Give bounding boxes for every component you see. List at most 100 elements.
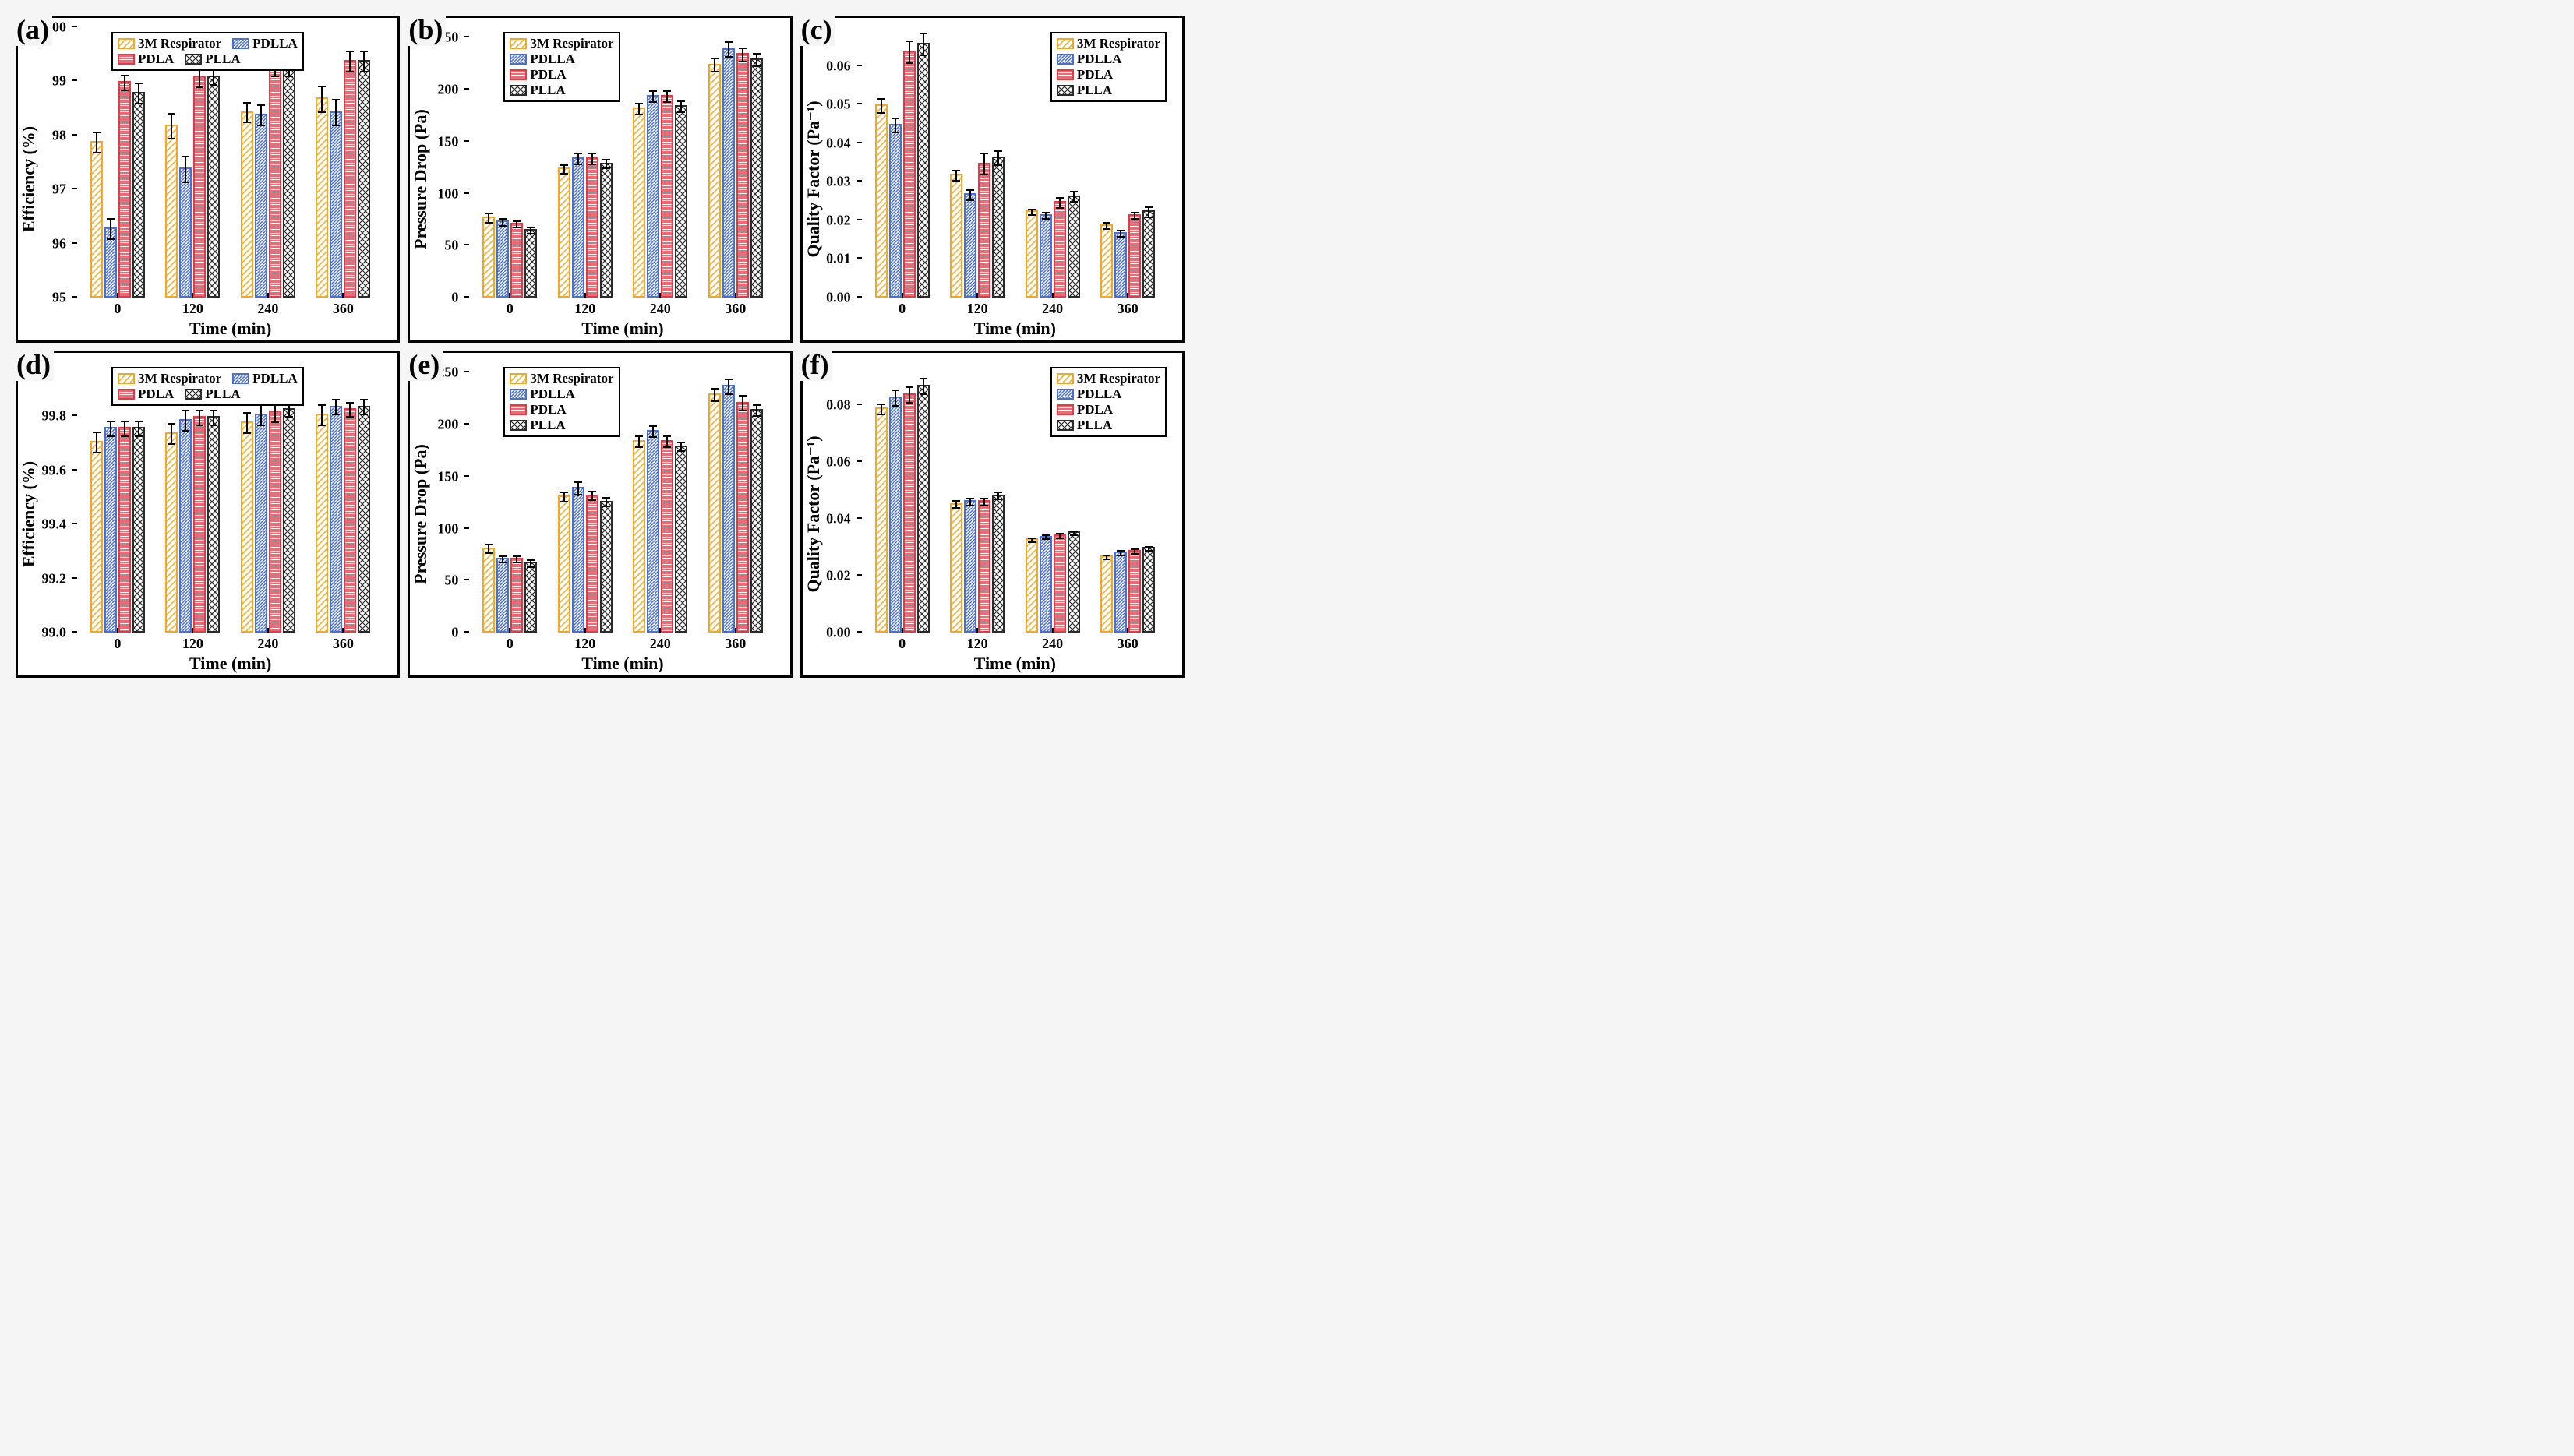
bar-3M [950, 503, 962, 633]
bar-PDLA [1128, 214, 1141, 298]
bar-PDLLA [647, 95, 659, 298]
legend: 3M RespiratorPDLLAPDLAPLLA [503, 367, 620, 437]
x-tick: 120 [574, 636, 595, 652]
legend-label: PDLA [138, 386, 174, 402]
legend-label: PDLLA [252, 371, 298, 386]
bar-PDLA [510, 558, 523, 633]
bar-PLLA [600, 501, 613, 633]
x-tick: 240 [1042, 301, 1063, 317]
panel-f: (f)Quality Factor (Pa⁻¹)3M RespiratorPDL… [800, 351, 1185, 678]
bar-PDLLA [572, 157, 584, 298]
y-tick: 99.4 [42, 516, 67, 533]
bar-3M [316, 97, 328, 298]
legend-swatch [510, 404, 527, 415]
bar-PDLLA [964, 500, 976, 633]
x-axis-label: Time (min) [581, 319, 663, 339]
bar-PDLA [193, 416, 206, 633]
y-axis: 0.000.010.020.030.040.050.06 [803, 27, 857, 298]
bar-PDLLA [179, 167, 192, 298]
plot-area: 3M RespiratorPDLLAPDLAPLLA [857, 362, 1173, 633]
legend-item-PDLLA: PDLLA [1057, 51, 1122, 67]
bar-PDLA [736, 402, 749, 633]
legend: 3M RespiratorPDLLAPDLAPLLA [503, 32, 620, 102]
legend-label: PDLLA [530, 386, 575, 402]
y-tick: 150 [437, 133, 458, 150]
legend-label: 3M Respirator [138, 36, 221, 51]
plot-area: 3M RespiratorPDLLAPDLAPLLA [464, 27, 780, 298]
legend-label: 3M Respirator [1077, 371, 1160, 386]
bar-PDLLA [255, 414, 267, 633]
plot-area: 3M RespiratorPDLLAPDLAPLLA [72, 362, 388, 633]
bar-PLLA [358, 60, 370, 298]
bar-PDLA [661, 440, 673, 633]
bar-PLLA [283, 68, 295, 298]
plot-area: 3M RespiratorPDLLAPDLAPLLA [72, 27, 388, 298]
bar-PDLLA [496, 220, 509, 298]
x-tick: 240 [257, 636, 278, 652]
y-tick: 200 [437, 417, 458, 433]
bar-group [950, 495, 1005, 633]
legend-swatch [510, 373, 527, 384]
bar-3M [241, 111, 253, 298]
x-axis: Time (min)0120240360 [72, 298, 388, 340]
legend-item-3M: 3M Respirator [118, 371, 221, 386]
legend-item-3M: 3M Respirator [1057, 36, 1160, 51]
x-axis: Time (min)0120240360 [464, 298, 780, 340]
bar-3M [708, 393, 721, 633]
y-axis: 050100150200250 [410, 27, 464, 298]
y-tick: 0.06 [826, 58, 851, 74]
bar-PDLLA [889, 124, 902, 298]
legend-item-PDLLA: PDLLA [1057, 386, 1122, 402]
panel-a: (a)Efficiency (%)3M RespiratorPDLLAPDLAP… [16, 16, 400, 343]
legend-item-PDLA: PDLA [118, 51, 174, 67]
legend-swatch [232, 373, 249, 384]
y-axis: 0.000.020.040.060.08 [803, 362, 857, 633]
bar-3M [165, 125, 178, 298]
bar-3M [558, 167, 570, 298]
bar-group [90, 81, 145, 298]
bar-group [875, 385, 930, 633]
x-tick: 0 [114, 301, 121, 317]
y-tick: 99.8 [42, 408, 67, 425]
legend-item-3M: 3M Respirator [118, 36, 221, 51]
bar-PDLA [269, 411, 281, 633]
legend-label: PDLLA [1077, 386, 1122, 402]
bar-3M [950, 174, 962, 298]
bar-PLLA [524, 562, 537, 633]
legend-label: PLLA [530, 418, 565, 433]
legend-item-PDLLA: PDLLA [232, 36, 298, 51]
y-tick: 100 [437, 520, 458, 537]
legend-swatch [1057, 54, 1074, 65]
legend-swatch [118, 373, 135, 384]
legend-label: PDLA [1077, 402, 1113, 418]
bar-3M [241, 421, 253, 633]
legend-swatch [118, 54, 135, 65]
bar-PLLA [1068, 531, 1080, 633]
legend-swatch [1057, 85, 1074, 96]
legend-item-PDLLA: PDLLA [510, 386, 575, 402]
y-tick: 99.0 [42, 625, 67, 641]
bar-3M [708, 64, 721, 298]
bar-PLLA [132, 92, 145, 298]
legend-item-3M: 3M Respirator [510, 371, 613, 386]
bar-PLLA [283, 408, 295, 633]
bar-3M [1100, 555, 1113, 633]
panel-label: (f) [798, 348, 832, 381]
bar-PDLA [118, 427, 131, 633]
y-tick: 0.03 [826, 174, 851, 190]
bar-PLLA [992, 157, 1005, 298]
y-tick: 0.04 [826, 510, 851, 527]
legend-item-PDLA: PDLA [1057, 67, 1113, 83]
x-tick: 0 [507, 301, 514, 317]
bar-3M [165, 432, 178, 633]
x-tick: 0 [899, 301, 906, 317]
bar-PDLA [510, 223, 523, 298]
x-tick: 0 [899, 636, 906, 652]
bar-PDLA [344, 60, 356, 298]
legend-swatch [510, 389, 527, 400]
y-tick: 96 [52, 235, 66, 252]
bar-group [1026, 196, 1080, 298]
x-tick: 360 [725, 301, 746, 317]
x-axis-label: Time (min) [974, 319, 1056, 339]
y-tick: 0.05 [826, 97, 851, 113]
